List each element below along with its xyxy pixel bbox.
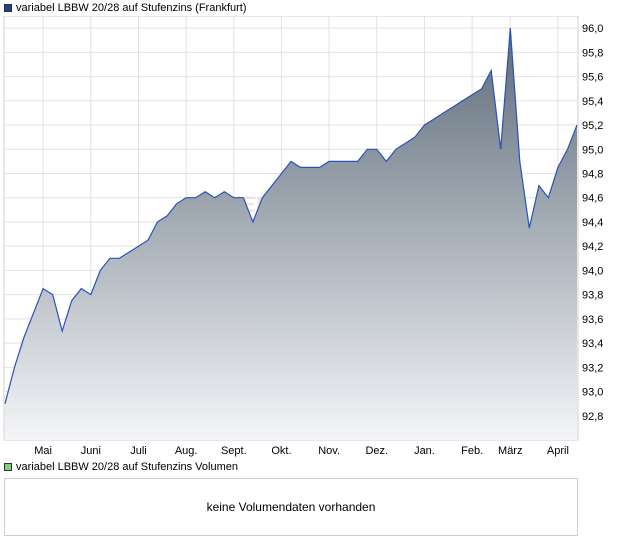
- volume-legend-swatch: [4, 463, 12, 471]
- price-legend-label: variabel LBBW 20/28 auf Stufenzins (Fran…: [16, 2, 247, 14]
- x-tick-label: Jan.: [414, 445, 435, 457]
- y-tick-label: 94,8: [582, 168, 603, 180]
- y-tick-label: 94,0: [582, 265, 603, 277]
- y-tick-label: 94,6: [582, 193, 603, 205]
- y-tick-label: 93,2: [582, 362, 603, 374]
- x-tick-label: Dez.: [365, 445, 388, 457]
- x-tick-label: Sept.: [221, 445, 247, 457]
- volume-legend: variabel LBBW 20/28 auf Stufenzins Volum…: [4, 460, 238, 474]
- y-axis-ticks: 96,0 95,8 95,6 95,4 95,2 95,0 94,8 94,6 94,4 94,2…: [582, 23, 603, 423]
- y-tick-label: 93,8: [582, 290, 603, 302]
- price-line: [4, 28, 578, 404]
- price-area: [5, 28, 577, 440]
- x-tick-label: März: [498, 445, 522, 457]
- y-tick-label: 93,4: [582, 338, 603, 350]
- y-tick-label: 93,6: [582, 314, 603, 326]
- y-tick-label: 93,0: [582, 387, 603, 399]
- y-tick-label: 95,4: [582, 96, 603, 108]
- price-chart: AKTIEN 96,095,895,695,495,295,094,894,69…: [3, 16, 603, 457]
- x-tick-label: Nov.: [318, 445, 340, 457]
- x-tick-label: April: [547, 445, 569, 457]
- y-tick-label: 95,2: [582, 120, 603, 132]
- price-legend: variabel LBBW 20/28 auf Stufenzins (Fran…: [4, 1, 247, 15]
- x-tick-label: Feb.: [461, 445, 483, 457]
- volume-panel: keine Volumendaten vorhanden: [4, 478, 578, 536]
- y-tick-label: 95,6: [582, 72, 603, 84]
- x-tick-label: Aug.: [175, 445, 198, 457]
- x-tick-label: Okt.: [271, 445, 291, 457]
- x-tick-label: Juni: [81, 445, 101, 457]
- volume-legend-label: variabel LBBW 20/28 auf Stufenzins Volum…: [16, 461, 238, 473]
- y-tick-label: 92,8: [582, 411, 603, 423]
- y-tick-label: 96,0: [582, 23, 603, 35]
- x-tick-label: Mai: [34, 445, 52, 457]
- y-tick-label: 95,0: [582, 144, 603, 156]
- x-axis-ticks: Mai Juni Juli Aug. Sept. Okt. Nov. Dez. Jan. Feb.…: [34, 445, 569, 457]
- price-legend-swatch: [4, 4, 12, 12]
- volume-empty-message: keine Volumendaten vorhanden: [206, 500, 376, 514]
- y-tick-label: 94,4: [582, 217, 603, 229]
- y-tick-label: 95,8: [582, 47, 603, 59]
- x-tick-label: Juli: [130, 445, 147, 457]
- y-tick-label: 94,2: [582, 241, 603, 253]
